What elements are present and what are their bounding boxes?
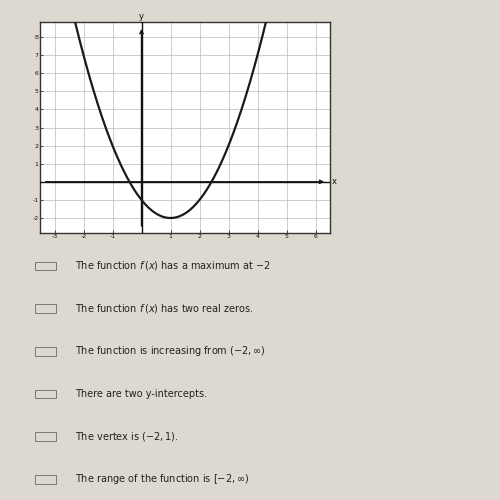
Text: y: y — [139, 12, 144, 20]
Bar — [35, 347, 56, 356]
Bar — [35, 304, 56, 313]
Text: The function is increasing from $(-2, \infty)$: The function is increasing from $(-2, \i… — [75, 344, 266, 358]
Bar — [35, 475, 56, 484]
Bar — [35, 432, 56, 441]
Text: The range of the function is $[-2, \infty)$: The range of the function is $[-2, \inft… — [75, 472, 250, 486]
Text: The vertex is $(-2, 1)$.: The vertex is $(-2, 1)$. — [75, 430, 179, 443]
Text: The function $f\,(x)$ has a maximum at $-2$: The function $f\,(x)$ has a maximum at $… — [75, 260, 270, 272]
Text: The function $f\,(x)$ has two real zeros.: The function $f\,(x)$ has two real zeros… — [75, 302, 254, 315]
Bar — [35, 262, 56, 270]
Text: x: x — [332, 178, 336, 186]
Text: There are two y-intercepts.: There are two y-intercepts. — [75, 389, 207, 399]
Bar — [35, 390, 56, 398]
